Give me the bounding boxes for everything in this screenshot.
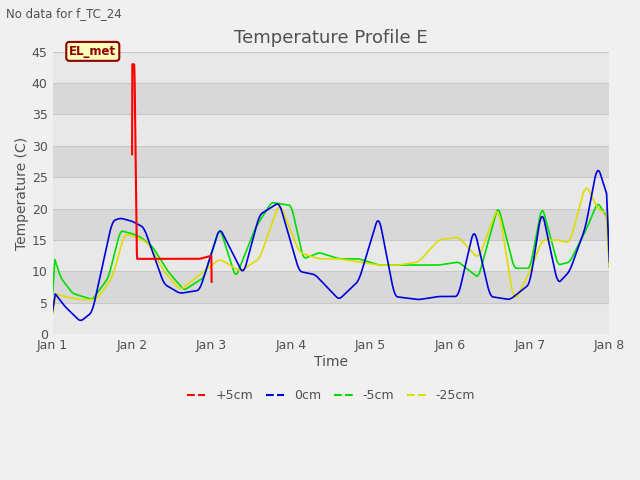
Bar	[52, 83, 609, 115]
Bar	[52, 209, 609, 240]
Legend: +5cm, 0cm, -5cm, -25cm: +5cm, 0cm, -5cm, -25cm	[182, 384, 480, 407]
Text: No data for f_TC_24: No data for f_TC_24	[6, 7, 122, 20]
Bar	[52, 271, 609, 303]
Y-axis label: Temperature (C): Temperature (C)	[15, 136, 29, 250]
Bar	[52, 146, 609, 177]
Text: EL_met: EL_met	[69, 45, 116, 58]
Bar	[52, 115, 609, 146]
Bar	[52, 303, 609, 334]
Bar	[52, 240, 609, 271]
Title: Temperature Profile E: Temperature Profile E	[234, 29, 428, 48]
Bar	[52, 177, 609, 209]
Bar	[52, 52, 609, 83]
X-axis label: Time: Time	[314, 355, 348, 369]
